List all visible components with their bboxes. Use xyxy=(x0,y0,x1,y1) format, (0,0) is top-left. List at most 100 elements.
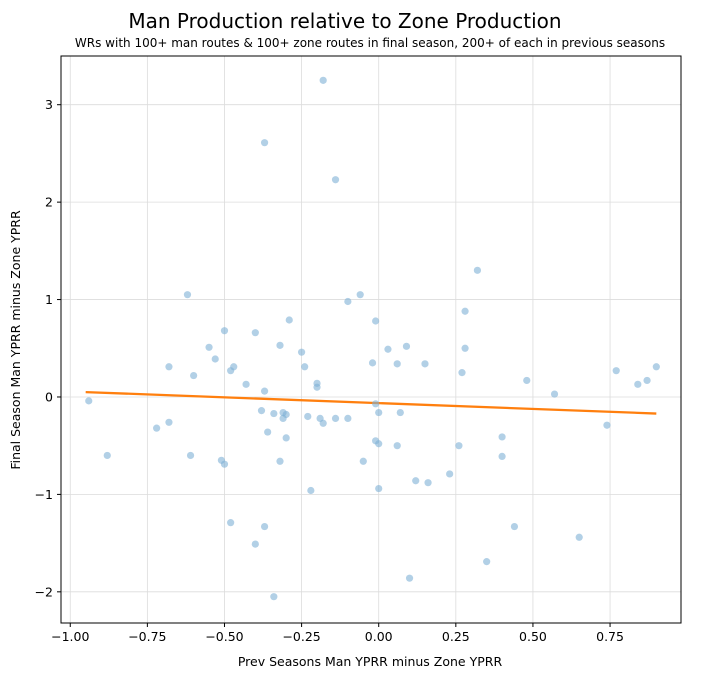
data-point xyxy=(375,408,383,417)
y-tick-label: 3 xyxy=(45,97,53,112)
data-point xyxy=(455,442,463,450)
data-point xyxy=(393,442,401,450)
data-point xyxy=(260,522,269,531)
x-axis-ticks: −1.00 −0.75 −0.50 −0.25 0.00 0.25 0.50 0.75 xyxy=(51,623,624,644)
data-point xyxy=(186,451,195,460)
data-point xyxy=(424,479,432,487)
data-point xyxy=(375,484,383,493)
data-point xyxy=(634,380,642,388)
grid-lines xyxy=(61,56,681,623)
data-point xyxy=(319,76,327,84)
data-point xyxy=(603,421,611,429)
data-point xyxy=(227,367,235,375)
data-point xyxy=(220,327,229,335)
data-point xyxy=(331,414,340,423)
data-point xyxy=(251,540,259,548)
y-tick-label: −1 xyxy=(35,487,53,502)
data-point xyxy=(285,316,293,324)
data-point xyxy=(372,400,380,408)
data-point xyxy=(257,407,266,415)
data-point xyxy=(313,383,321,391)
y-tick-label: −2 xyxy=(35,584,53,599)
y-tick-label: 0 xyxy=(45,389,53,404)
data-point xyxy=(103,451,111,460)
data-point xyxy=(279,414,287,423)
data-point xyxy=(319,419,327,427)
data-point xyxy=(165,363,173,371)
data-point xyxy=(270,593,278,601)
data-point xyxy=(523,376,531,385)
data-point xyxy=(498,433,506,441)
data-point xyxy=(260,387,269,395)
data-point xyxy=(359,457,367,465)
data-point xyxy=(344,297,352,306)
data-point xyxy=(242,380,250,388)
data-point xyxy=(375,440,383,448)
data-point xyxy=(498,452,506,461)
data-point xyxy=(276,457,284,465)
data-point xyxy=(276,341,284,349)
data-point xyxy=(301,363,309,371)
data-point xyxy=(251,329,259,337)
data-point xyxy=(421,360,429,368)
trend-line-group xyxy=(85,390,657,415)
data-point xyxy=(402,342,411,350)
data-point xyxy=(307,486,315,495)
data-point xyxy=(331,176,340,184)
data-point xyxy=(550,390,559,398)
data-point xyxy=(483,558,491,566)
y-axis-ticks: −2 −1 0 1 2 3 xyxy=(35,97,61,599)
data-point xyxy=(304,412,312,421)
x-tick-label: 0.75 xyxy=(596,629,624,644)
data-point xyxy=(165,418,173,426)
data-point xyxy=(297,348,306,356)
data-point xyxy=(384,345,392,353)
x-tick-label: 0.00 xyxy=(365,629,393,644)
data-point xyxy=(412,477,420,485)
data-point xyxy=(446,470,454,478)
data-point xyxy=(227,519,235,527)
data-point xyxy=(405,574,414,582)
x-tick-label: 0.25 xyxy=(442,629,470,644)
x-tick-label: −0.50 xyxy=(205,629,243,644)
data-point xyxy=(372,317,380,325)
plot-area-frame xyxy=(60,55,682,624)
x-tick-label: −1.00 xyxy=(51,629,89,644)
data-points xyxy=(85,76,660,601)
x-tick-label: −0.25 xyxy=(282,629,320,644)
data-point xyxy=(458,369,466,377)
data-point xyxy=(344,414,352,423)
x-axis-label: Prev Seasons Man YPRR minus Zone YPRR xyxy=(238,654,503,669)
data-point xyxy=(396,408,404,417)
data-point xyxy=(393,360,401,368)
x-tick-label: −0.75 xyxy=(128,629,166,644)
data-point xyxy=(473,266,482,274)
data-point xyxy=(643,376,651,385)
data-point xyxy=(183,291,192,299)
data-point xyxy=(461,344,469,352)
data-point xyxy=(282,434,290,442)
x-tick-label: 0.50 xyxy=(519,629,547,644)
data-point xyxy=(368,359,377,367)
trend-line xyxy=(85,390,657,415)
data-point xyxy=(356,291,364,299)
data-point xyxy=(190,371,198,380)
data-point xyxy=(205,343,213,351)
data-point xyxy=(510,522,519,531)
data-point xyxy=(260,139,269,147)
data-point xyxy=(220,460,229,468)
chart-title: Man Production relative to Zone Producti… xyxy=(128,9,561,33)
data-point xyxy=(461,307,469,315)
data-point xyxy=(153,424,161,432)
data-point xyxy=(270,409,278,418)
y-axis-label: Final Season Man YPRR minus Zone YPRR xyxy=(8,210,23,470)
data-point xyxy=(85,397,93,405)
y-tick-label: 2 xyxy=(45,195,53,210)
data-point xyxy=(612,367,620,375)
data-point xyxy=(652,363,660,371)
chart-subtitle: WRs with 100+ man routes & 100+ zone rou… xyxy=(75,36,665,50)
data-point xyxy=(211,355,219,363)
data-point xyxy=(264,428,272,436)
y-tick-label: 1 xyxy=(45,292,53,307)
